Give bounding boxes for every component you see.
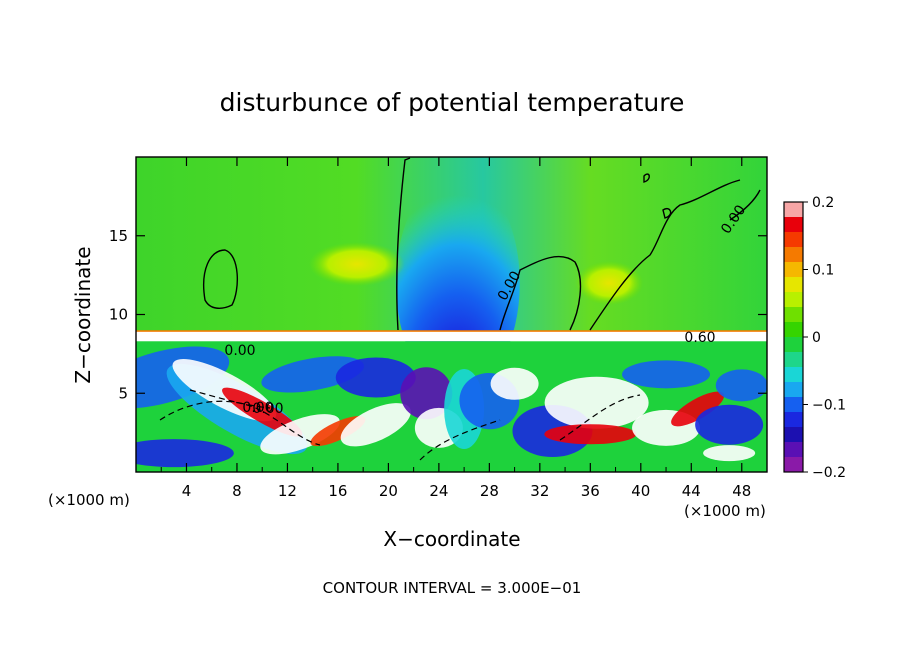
x-axis: 4 8 12 16 20 24 28 32 36 40 44 48	[160, 157, 751, 500]
x-tick-label: 28	[480, 482, 499, 500]
colorbar-tick-label: −0.2	[812, 465, 846, 481]
contour-interval-note: CONTOUR INTERVAL = 3.000E−01	[323, 579, 582, 597]
x-unit-label: (×1000 m)	[48, 491, 130, 509]
lower-eddy	[544, 424, 637, 445]
colorbar-swatch	[784, 202, 803, 218]
y-tick-label: 15	[109, 227, 128, 245]
layer-edge	[136, 330, 767, 333]
contour-label: 0.00	[252, 401, 283, 417]
lower-eddy	[671, 391, 725, 427]
colorbar-swatch	[784, 217, 803, 233]
colorbar-swatch	[784, 292, 803, 308]
contour-label: 0.60	[684, 330, 715, 346]
chart-title: disturbunce of potential temperature	[220, 88, 685, 117]
colorbar-swatch	[784, 427, 803, 443]
colorbar-tick-label: 0.1	[812, 263, 834, 279]
x-tick-label: 40	[631, 482, 650, 500]
colorbar-swatch	[784, 322, 803, 338]
colorbar-swatch	[784, 442, 803, 458]
x-axis-title: X−coordinate	[383, 527, 520, 551]
colorbar-swatch	[784, 247, 803, 263]
colorbar-swatch	[784, 367, 803, 383]
colorbar-tick-label: 0.2	[812, 195, 834, 211]
warm-patch	[308, 242, 405, 287]
contour-line	[729, 189, 761, 221]
colorbar: 0.2 0.1 0 −0.1 −0.2	[783, 195, 846, 481]
colorbar-swatch	[784, 412, 803, 428]
heatmap-field: 0.000.000.000.600.000.00	[136, 157, 767, 472]
inversion-layer	[136, 331, 767, 342]
y-tick-label: 5	[118, 384, 128, 402]
x-tick-label: 12	[278, 482, 297, 500]
x-tick-label: 48	[732, 482, 751, 500]
colorbar-swatch	[784, 397, 803, 413]
contour-line-negative	[159, 400, 321, 446]
contour-line	[643, 173, 650, 183]
colorbar-swatch	[784, 352, 803, 368]
y-axis: 5 10 15	[109, 227, 767, 402]
x-tick-label: 16	[328, 482, 347, 500]
colorbar-swatch	[784, 337, 803, 353]
colorbar-swatch	[784, 307, 803, 323]
colorbar-swatch	[784, 382, 803, 398]
x-tick-label: 32	[530, 482, 549, 500]
lower-eddy	[544, 376, 649, 429]
warm-patch	[575, 261, 644, 305]
contour-line	[589, 179, 741, 331]
x-tick-label: 24	[429, 482, 448, 500]
y-tick-label: 10	[109, 306, 128, 324]
lower-eddy	[335, 357, 416, 398]
lower-eddy	[340, 403, 411, 447]
lower-eddy	[490, 367, 539, 400]
lower-eddy	[622, 360, 711, 389]
y-axis-title: Z−coordinate	[71, 246, 95, 383]
colorbar-swatch	[784, 277, 803, 293]
x-tick-label: 36	[581, 482, 600, 500]
contour-line-negative	[189, 389, 271, 409]
contour-line	[203, 249, 239, 309]
colorbar-tick-label: 0	[812, 330, 821, 346]
x-tick-label: 44	[682, 482, 701, 500]
x-tick-label: 20	[379, 482, 398, 500]
x-tick-label: 4	[182, 482, 192, 500]
x-tick-label: 8	[232, 482, 242, 500]
colorbar-swatch	[784, 232, 803, 248]
lower-eddy	[703, 445, 756, 462]
colorbar-swatch	[784, 457, 803, 473]
contour-line-negative	[419, 419, 501, 461]
contour-line	[499, 255, 582, 331]
contour-label: 0.00	[224, 343, 255, 359]
colorbar-tick-label: −0.1	[812, 398, 846, 414]
lower-eddy	[136, 439, 234, 468]
contour-line-negative	[559, 394, 641, 441]
colorbar-swatch	[784, 262, 803, 278]
contour-line	[396, 157, 411, 331]
contour-label: 0.00	[242, 400, 273, 416]
lower-eddy	[715, 369, 767, 402]
x-unit-label-right: (×1000 m)	[684, 502, 766, 520]
lower-eddy	[260, 414, 340, 455]
contour-line	[662, 208, 672, 219]
lower-eddy	[695, 404, 764, 445]
lower-eddy	[400, 367, 453, 420]
